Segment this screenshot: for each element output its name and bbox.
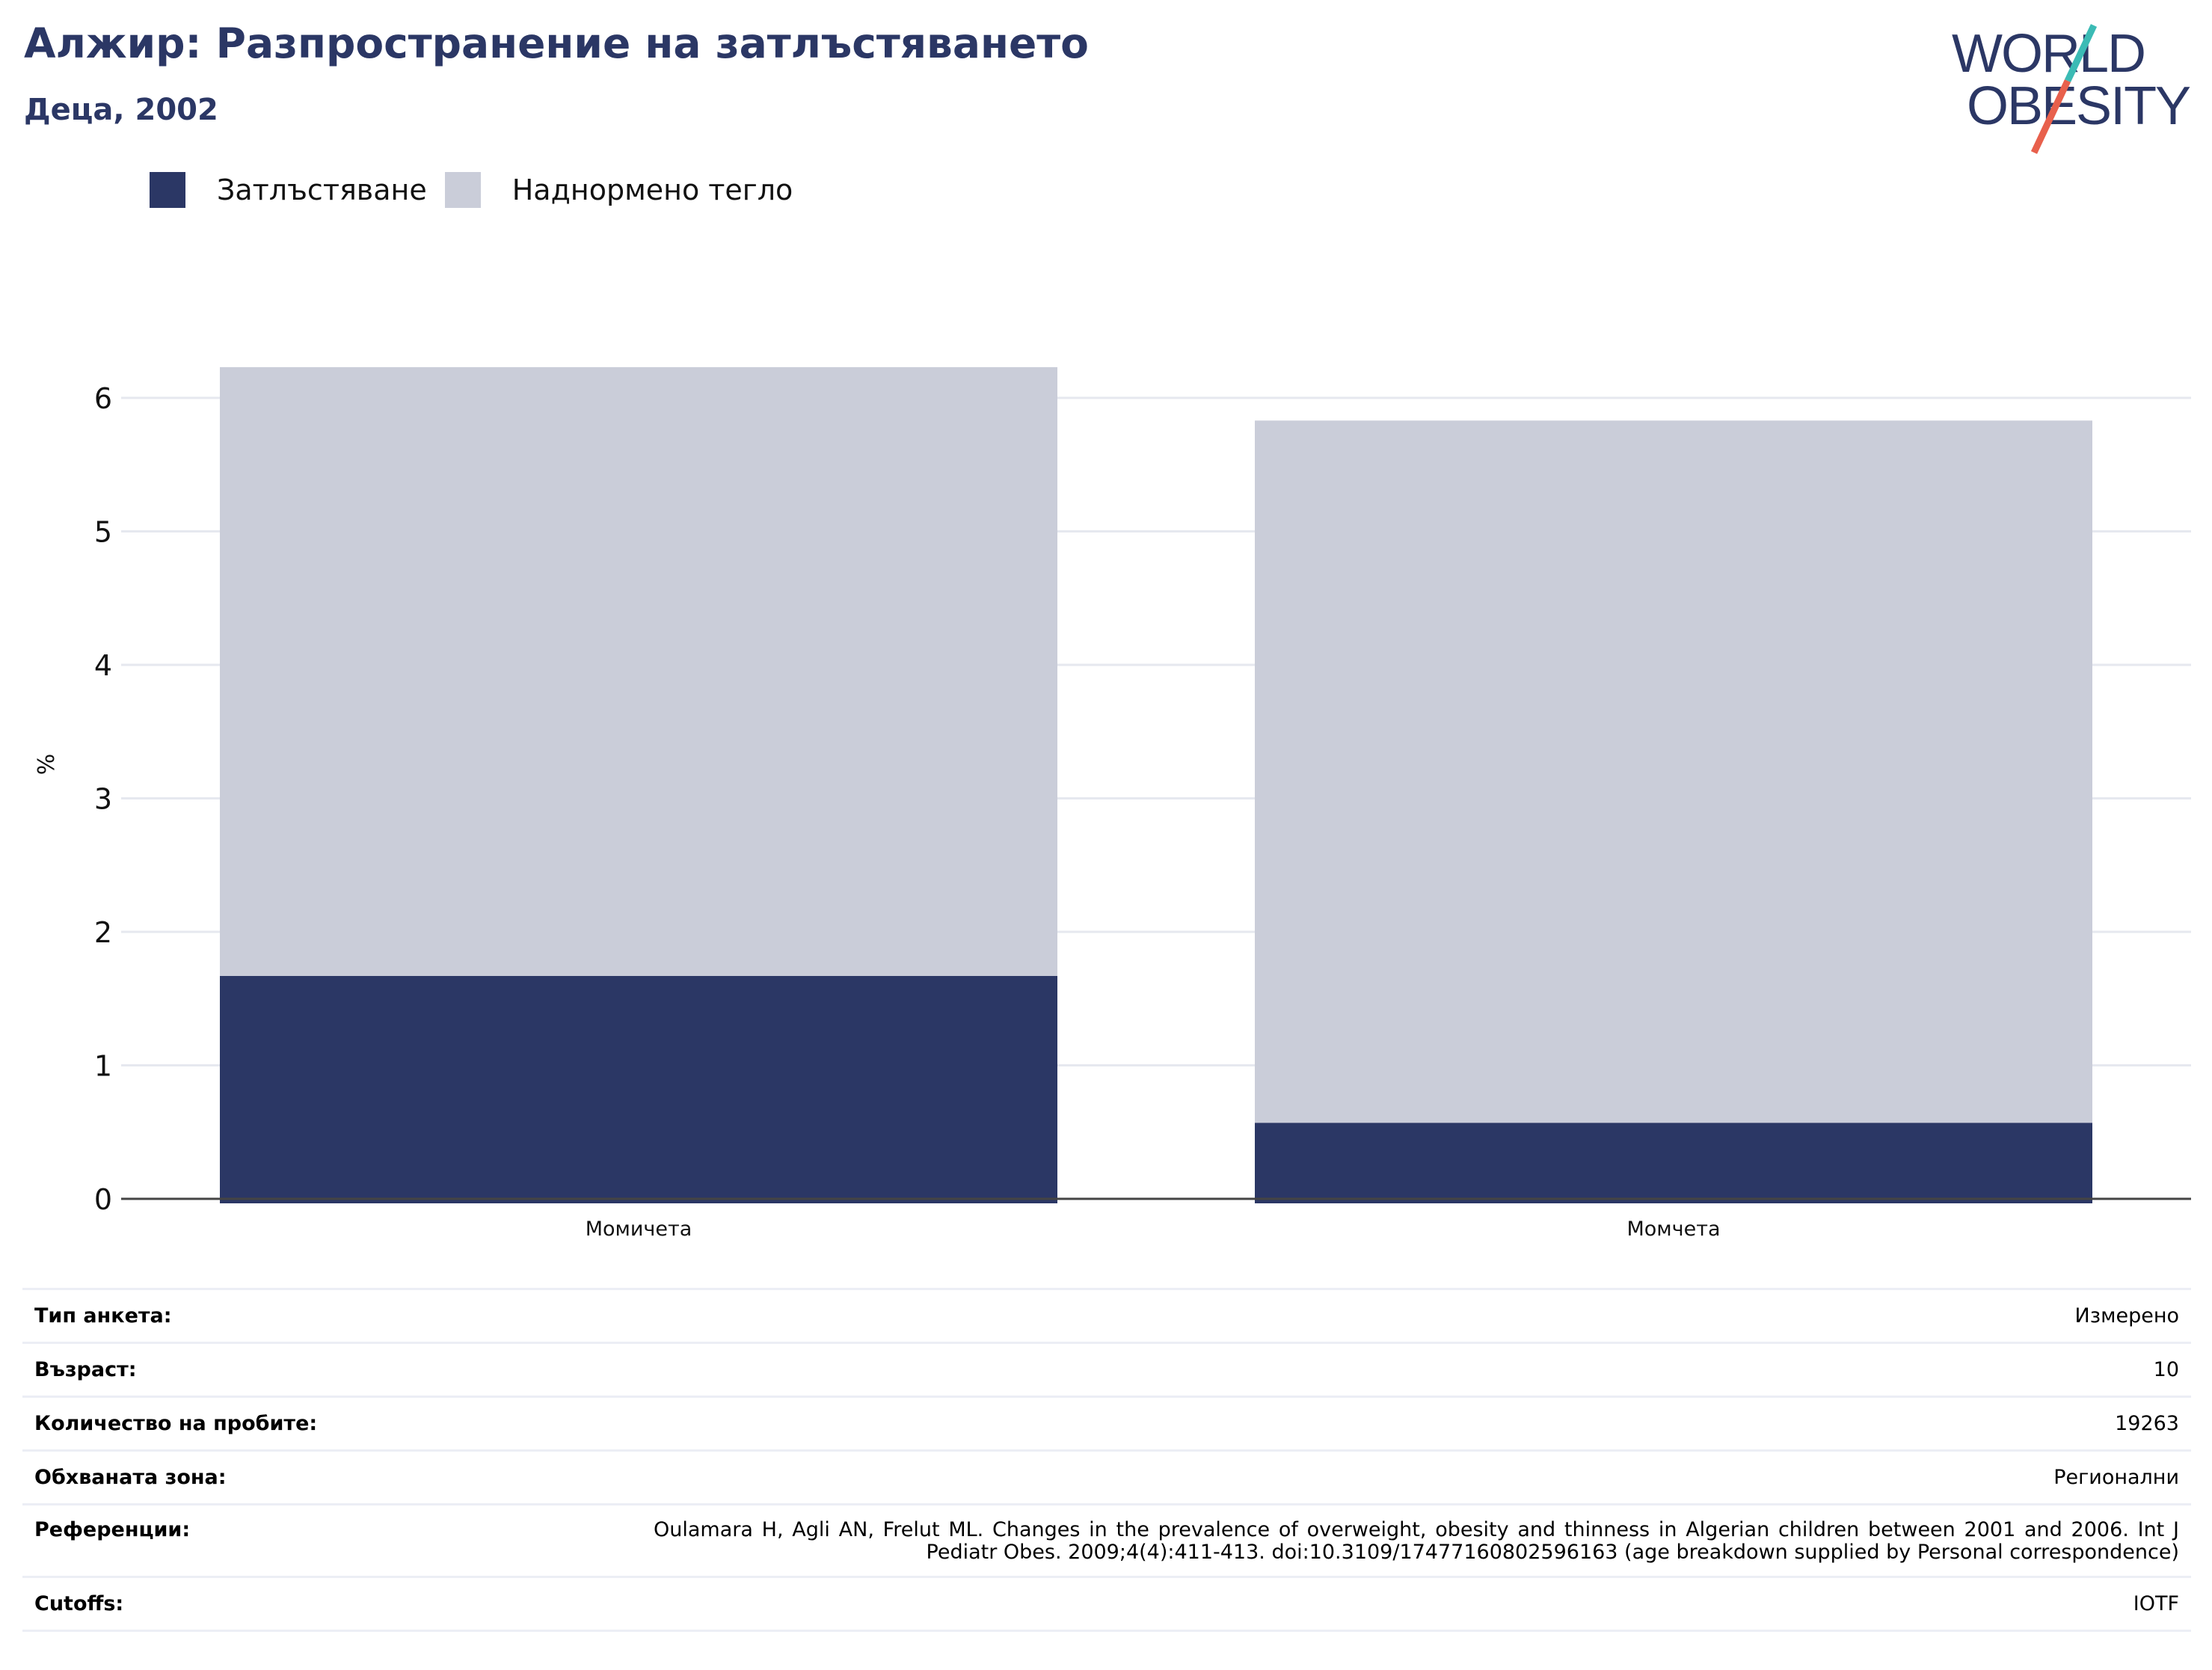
meta-key-area: Обхваната зона: xyxy=(34,1465,227,1489)
meta-row-sample-size: Количество на пробите: 19263 xyxy=(22,1396,2191,1449)
svg-text:WORLD: WORLD xyxy=(1952,24,2145,84)
bar-overweight xyxy=(220,366,1057,976)
survey-details-table: Тип анкета: Измерено Възраст: 10 Количес… xyxy=(22,1288,2191,1632)
meta-row-references: Референции: Oulamara H, Agli AN, Frelut … xyxy=(22,1503,2191,1576)
bar-obesity xyxy=(1255,1123,2092,1203)
meta-key-cutoffs: Cutoffs: xyxy=(34,1591,124,1615)
y-axis-label: % xyxy=(34,754,60,776)
legend-item-obesity[interactable]: Затлъстяване xyxy=(150,172,427,208)
meta-key-references: Референции: xyxy=(34,1518,191,1541)
meta-value-references: Oulamara H, Agli AN, Frelut ML. Changes … xyxy=(654,1518,2179,1564)
meta-row-cutoffs: Cutoffs: IOTF xyxy=(22,1576,2191,1632)
y-tick-label: 4 xyxy=(94,649,112,682)
page-title: Алжир: Разпространение на затлъстяването xyxy=(24,19,1089,67)
x-tick-label: Момичета xyxy=(586,1218,692,1241)
y-tick-label: 0 xyxy=(94,1183,112,1216)
y-tick-label: 3 xyxy=(94,783,112,816)
legend-swatch-obesity xyxy=(150,172,185,208)
meta-value-age: 10 xyxy=(2153,1357,2179,1381)
legend-item-overweight[interactable]: Наднормено тегло xyxy=(444,172,793,208)
legend-label-overweight: Наднормено тегло xyxy=(511,174,793,206)
bar-overweight xyxy=(1255,420,2092,1123)
legend-swatch-overweight xyxy=(444,172,481,208)
x-tick-label: Момчета xyxy=(1626,1218,1720,1241)
svg-text:OBESITY: OBESITY xyxy=(1967,76,2190,136)
y-tick-label: 1 xyxy=(94,1050,112,1083)
world-obesity-logo: WORLD OBESITY xyxy=(1952,24,2192,154)
y-tick-label: 2 xyxy=(94,916,112,949)
bar-chart: 0 1 2 3 4 5 6% Момичета Момчета xyxy=(34,366,2191,1241)
page-subtitle: Деца, 2002 xyxy=(24,93,218,127)
y-tick-label: 6 xyxy=(94,382,112,415)
meta-row-survey-type: Тип анкета: Измерено xyxy=(22,1288,2191,1342)
y-tick-label: 5 xyxy=(94,516,112,549)
chart-legend: Затлъстяване Наднормено тегло xyxy=(150,172,811,208)
meta-value-area: Регионални xyxy=(2053,1465,2179,1489)
meta-key-survey-type: Тип анкета: xyxy=(34,1304,172,1327)
meta-row-area: Обхваната зона: Регионални xyxy=(22,1449,2191,1503)
meta-row-age: Възраст: 10 xyxy=(22,1342,2191,1396)
meta-key-sample-size: Количество на пробите: xyxy=(34,1411,318,1435)
legend-label-obesity: Затлъстяване xyxy=(217,174,427,206)
bar-obesity xyxy=(220,975,1057,1203)
meta-value-sample-size: 19263 xyxy=(2115,1411,2179,1435)
meta-key-age: Възраст: xyxy=(34,1357,137,1381)
meta-value-cutoffs: IOTF xyxy=(2133,1591,2179,1615)
meta-value-survey-type: Измерено xyxy=(2074,1304,2179,1327)
